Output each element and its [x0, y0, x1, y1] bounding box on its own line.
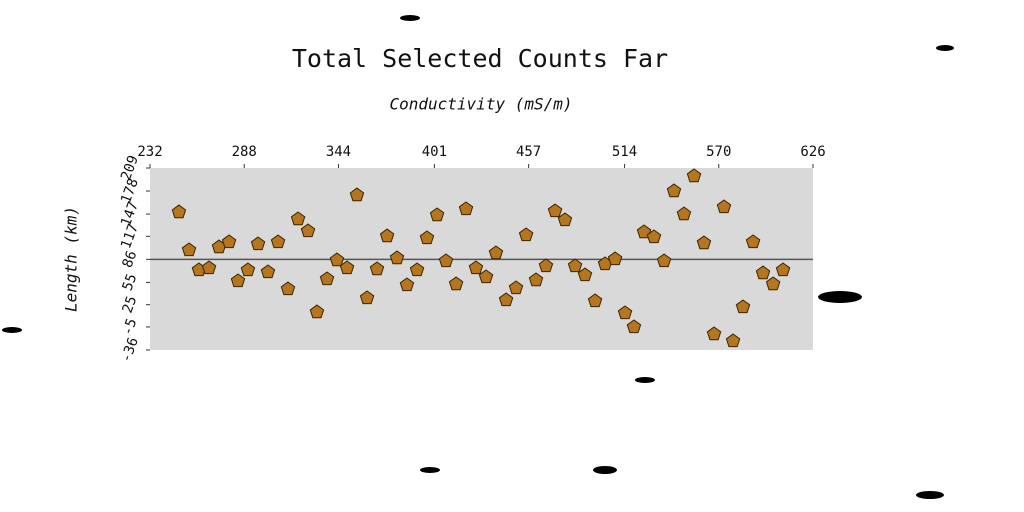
point — [448, 276, 464, 291]
point — [280, 281, 296, 296]
point — [201, 260, 217, 275]
point — [518, 227, 534, 242]
y-tick-label: -5 — [120, 316, 141, 337]
point — [706, 326, 722, 341]
point — [577, 267, 593, 282]
point — [656, 253, 672, 268]
point — [716, 199, 732, 214]
point — [181, 242, 197, 257]
point — [329, 252, 345, 267]
x-tick-label: 626 — [800, 144, 825, 160]
point — [607, 251, 623, 266]
point — [339, 260, 355, 275]
y-tick-label: 209 — [118, 153, 142, 182]
x-tick-label: 344 — [326, 144, 351, 160]
point — [725, 333, 741, 348]
point — [260, 264, 276, 279]
point — [270, 234, 286, 249]
x-tick-label: 288 — [232, 144, 257, 160]
point — [488, 245, 504, 260]
point — [478, 269, 494, 284]
point — [409, 262, 425, 277]
y-tick-label: 25 — [120, 294, 141, 315]
point — [300, 223, 316, 238]
point — [240, 262, 256, 277]
point — [666, 183, 682, 198]
point — [617, 305, 633, 320]
y-tick-label: -36 — [118, 335, 142, 364]
point — [369, 261, 385, 276]
point — [567, 258, 583, 273]
point — [290, 211, 306, 226]
x-tick-label: 570 — [706, 144, 731, 160]
y-axis-label: Length (km) — [62, 206, 81, 312]
x-tick-label: 232 — [137, 144, 162, 160]
point — [696, 235, 712, 250]
point — [349, 187, 365, 202]
point — [399, 277, 415, 292]
point — [230, 273, 246, 288]
x-tick-label: 514 — [612, 144, 637, 160]
point — [528, 272, 544, 287]
point — [379, 228, 395, 243]
point — [557, 212, 573, 227]
point — [250, 236, 266, 251]
y-tick-label: 55 — [120, 272, 141, 293]
point — [587, 293, 603, 308]
x-tick-label: 457 — [516, 144, 541, 160]
point — [547, 203, 563, 218]
point — [221, 234, 237, 249]
point — [319, 271, 335, 286]
point — [458, 201, 474, 216]
point — [765, 276, 781, 291]
point — [498, 292, 514, 307]
point — [646, 229, 662, 244]
x-axis-label: Conductivity (mS/m) — [389, 95, 572, 114]
point — [468, 260, 484, 275]
point — [676, 206, 692, 221]
x-tick-label: 401 — [422, 144, 447, 160]
point — [775, 262, 791, 277]
point — [359, 290, 375, 305]
point — [429, 207, 445, 222]
y-tick-label: 86 — [120, 249, 141, 270]
point — [389, 250, 405, 265]
point — [171, 204, 187, 219]
point — [508, 280, 524, 295]
point — [309, 304, 325, 319]
point — [755, 265, 771, 280]
point — [626, 319, 642, 334]
chart-title: Total Selected Counts Far — [292, 44, 668, 73]
point — [538, 258, 554, 273]
point — [419, 230, 435, 245]
point — [438, 253, 454, 268]
point — [686, 168, 702, 183]
point — [745, 234, 761, 249]
point — [735, 299, 751, 314]
